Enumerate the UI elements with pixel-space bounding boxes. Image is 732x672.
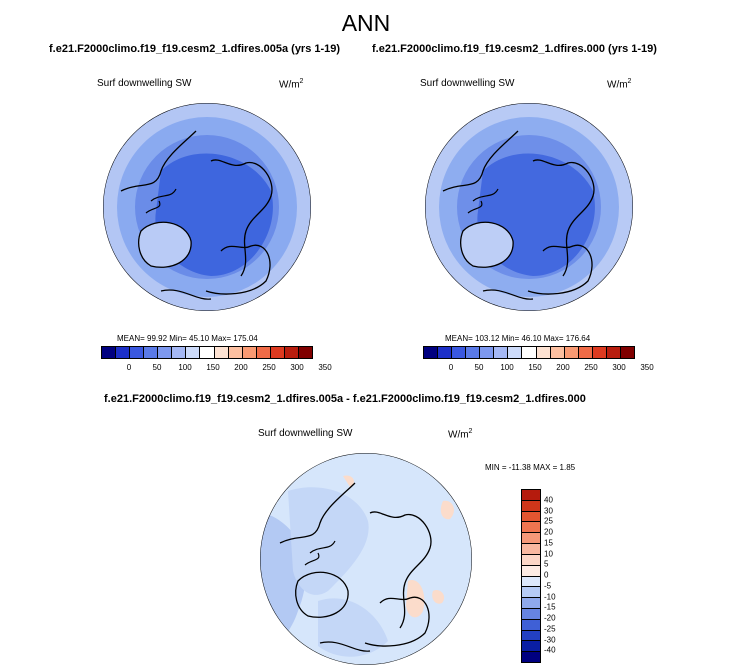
- colorbar-tick-label: 40: [544, 495, 553, 505]
- colorbar-swatch: [522, 630, 540, 642]
- colorbar-tick-label: 15: [544, 538, 553, 548]
- colorbar-tick-label: 25: [544, 516, 553, 526]
- colorbar-tick-label: 0: [448, 363, 454, 372]
- panel1-polar-map: [103, 103, 311, 311]
- colorbar-tick-label: 300: [290, 363, 304, 372]
- colorbar-swatch: [508, 347, 523, 358]
- colorbar-swatch: [620, 347, 634, 358]
- colorbar-swatch: [480, 347, 495, 358]
- colorbar-swatch: [116, 347, 131, 358]
- panel1-colorbar-ticks: 0 50 100 150 200 250 300 350: [101, 363, 332, 373]
- colorbar-tick-label: 200: [234, 363, 248, 372]
- colorbar-tick-label: 50: [474, 363, 484, 372]
- colorbar-tick-label: 5: [544, 559, 549, 569]
- colorbar-swatch: [522, 511, 540, 523]
- panel2-colorbar-ticks: 0 50 100 150 200 250 300 350: [423, 363, 654, 373]
- colorbar-swatch: [564, 347, 579, 358]
- panel2-stats: MEAN= 103.12 Min= 46.10 Max= 176.64: [445, 334, 591, 343]
- colorbar-swatch: [592, 347, 607, 358]
- colorbar-swatch: [606, 347, 621, 358]
- colorbar-tick-label: 0: [126, 363, 132, 372]
- colorbar-tick-label: 250: [584, 363, 598, 372]
- colorbar-swatch: [256, 347, 271, 358]
- colorbar-swatch: [522, 347, 537, 358]
- colorbar-swatch: [550, 347, 565, 358]
- colorbar-swatch: [438, 347, 453, 358]
- colorbar-tick-label: 20: [544, 527, 553, 537]
- colorbar-swatch: [466, 347, 481, 358]
- colorbar-tick-label: 30: [544, 506, 553, 515]
- panel2-case-title: f.e21.F2000climo.f19_f19.cesm2_1.dfires.…: [372, 43, 657, 55]
- colorbar-swatch: [172, 347, 187, 358]
- panel2-colorbar: [423, 346, 635, 359]
- colorbar-swatch: [270, 347, 285, 358]
- colorbar-swatch: [102, 347, 117, 358]
- colorbar-tick-label: -40: [544, 645, 556, 655]
- diff-colorbar: [521, 489, 541, 663]
- colorbar-tick-label: 300: [612, 363, 626, 372]
- colorbar-swatch: [522, 490, 540, 501]
- colorbar-tick-label: 350: [318, 363, 332, 372]
- colorbar-tick-label: -30: [544, 635, 556, 644]
- colorbar-tick-label: 350: [640, 363, 654, 372]
- colorbar-tick-label: -15: [544, 602, 556, 612]
- figure-title: ANN: [341, 10, 391, 36]
- colorbar-swatch: [298, 347, 312, 358]
- colorbar-tick-label: -10: [544, 592, 556, 601]
- colorbar-tick-label: 0: [544, 570, 549, 580]
- colorbar-swatch: [522, 598, 540, 609]
- colorbar-swatch: [452, 347, 467, 358]
- colorbar-swatch: [522, 652, 540, 662]
- colorbar-swatch: [522, 522, 540, 534]
- colorbar-tick-label: 10: [544, 549, 553, 558]
- colorbar-swatch: [536, 347, 551, 358]
- colorbar-swatch: [522, 641, 540, 653]
- colorbar-swatch: [242, 347, 257, 358]
- colorbar-swatch: [130, 347, 145, 358]
- colorbar-swatch: [494, 347, 509, 358]
- colorbar-swatch: [522, 500, 540, 512]
- colorbar-swatch: [284, 347, 299, 358]
- diff-variable-label: Surf downwelling SW: [258, 428, 353, 439]
- colorbar-tick-label: 250: [262, 363, 276, 372]
- colorbar-swatch: [522, 554, 540, 566]
- colorbar-swatch: [144, 347, 159, 358]
- panel1-stats: MEAN= 99.92 Min= 45.10 Max= 175.04: [117, 334, 258, 343]
- panel2-polar-map: [425, 103, 633, 311]
- colorbar-swatch: [522, 587, 540, 599]
- colorbar-swatch: [578, 347, 593, 358]
- colorbar-tick-label: 100: [178, 363, 192, 372]
- colorbar-swatch: [186, 347, 201, 358]
- colorbar-swatch: [522, 619, 540, 631]
- colorbar-swatch: [522, 544, 540, 555]
- colorbar-tick-label: -5: [544, 581, 552, 591]
- diff-colorbar-ticks: 40 30 25 20 15 10 5 0 -5 -10 -15 -20 -25 -30 -40: [544, 489, 574, 661]
- colorbar-tick-label: 150: [206, 363, 220, 372]
- colorbar-tick-label: 200: [556, 363, 570, 372]
- panel1-variable-label: Surf downwelling SW: [97, 78, 192, 89]
- colorbar-swatch: [522, 576, 540, 588]
- colorbar-tick-label: -25: [544, 624, 556, 634]
- diff-polar-map: [260, 453, 472, 665]
- colorbar-tick-label: 150: [528, 363, 542, 372]
- colorbar-tick-label: 100: [500, 363, 514, 372]
- colorbar-swatch: [228, 347, 243, 358]
- diff-units-label: W/m2: [448, 428, 473, 441]
- colorbar-swatch: [424, 347, 439, 358]
- diff-case-title: f.e21.F2000climo.f19_f19.cesm2_1.dfires.…: [104, 393, 586, 405]
- panel1-colorbar: [101, 346, 313, 359]
- colorbar-swatch: [200, 347, 215, 358]
- diff-stats: MIN = -11.38 MAX = 1.85: [485, 463, 576, 472]
- panel1-case-title: f.e21.F2000climo.f19_f19.cesm2_1.dfires.…: [49, 43, 341, 55]
- colorbar-swatch: [522, 608, 540, 620]
- colorbar-swatch: [214, 347, 229, 358]
- panel1-units-label: W/m2: [279, 78, 304, 91]
- panel2-variable-label: Surf downwelling SW: [420, 78, 515, 89]
- colorbar-swatch: [158, 347, 173, 358]
- colorbar-swatch: [522, 533, 540, 545]
- colorbar-tick-label: -20: [544, 613, 556, 623]
- colorbar-swatch: [522, 565, 540, 577]
- panel2-units-label: W/m2: [607, 78, 632, 91]
- colorbar-tick-label: 50: [152, 363, 162, 372]
